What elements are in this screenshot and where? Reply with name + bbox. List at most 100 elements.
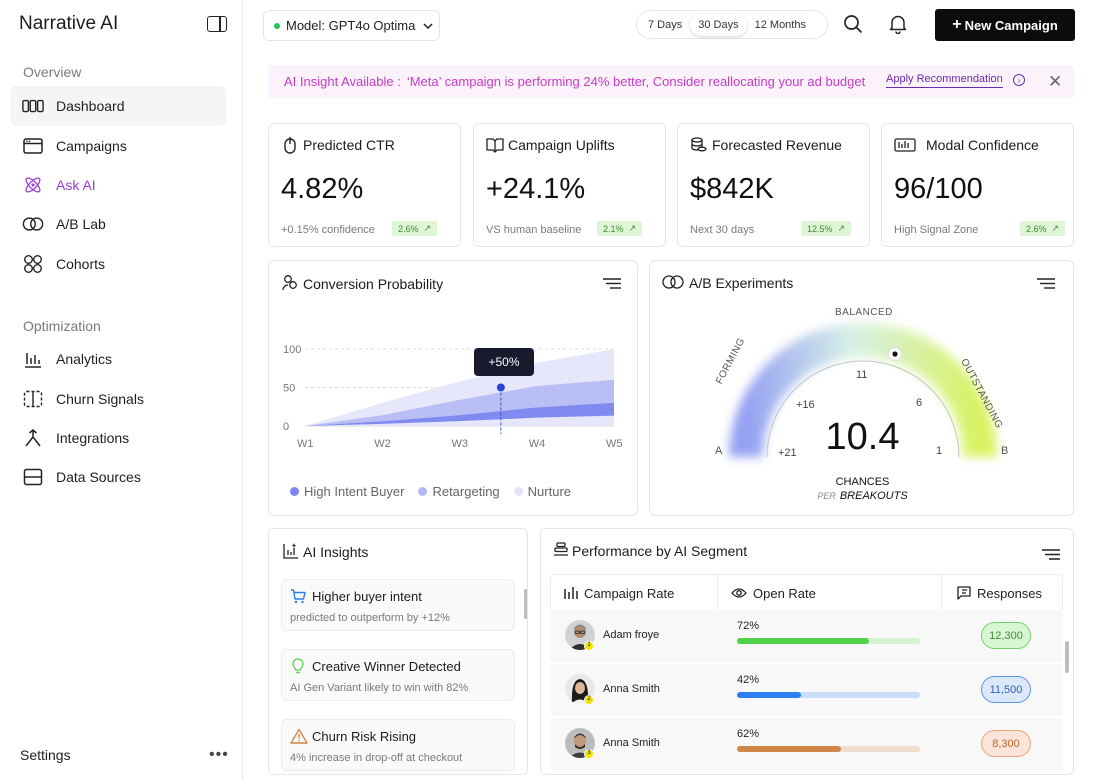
sidebar-item-label: Analytics xyxy=(56,351,113,367)
card-title: Performance by AI Segment xyxy=(572,543,748,559)
insights-scrollbar[interactable] xyxy=(524,589,527,619)
y-tick-label: 100 xyxy=(283,344,301,356)
close-icon[interactable]: ✕ xyxy=(1048,72,1063,91)
insight-title: Churn Risk Rising xyxy=(312,729,417,744)
kpi-change-badge: 2.1% ↗ xyxy=(597,221,643,236)
gauge-tick: +21 xyxy=(778,447,797,459)
y-tick-label: 0 xyxy=(283,421,289,433)
progress-fill xyxy=(737,638,869,644)
chart-legend: High Intent Buyer Retargeting Nurture xyxy=(290,484,571,499)
kpi-title: Forecasted Revenue xyxy=(712,137,842,153)
section-optimization: Optimization xyxy=(23,318,101,334)
people-icon xyxy=(282,275,297,291)
search-icon[interactable] xyxy=(843,14,863,34)
data-sources-icon xyxy=(22,466,44,488)
new-campaign-label: New Campaign xyxy=(964,17,1058,33)
kpi-card-forecasted-revenue: Forecasted Revenue $842K Next 30 days 12… xyxy=(677,123,870,247)
conversion-probability-card: Conversion Probability 0 50 100 W1 W2 W3 W4 W5 … xyxy=(268,260,638,516)
legend-item[interactable]: Nurture xyxy=(513,484,572,499)
sparkle-chart-icon xyxy=(283,543,298,559)
gauge-end-a: A xyxy=(715,445,723,457)
brand-name: Narrative AI xyxy=(19,13,119,34)
kpi-card-campaign-uplifts: Campaign Uplifts +24.1% VS human baselin… xyxy=(473,123,666,247)
table-scrollbar[interactable] xyxy=(1065,641,1069,673)
sidebar-item-label: Ask AI xyxy=(56,177,96,193)
column-header-label: Campaign Rate xyxy=(584,585,675,601)
table-row[interactable]: 3 Anna Smith 62% 8,300 xyxy=(550,718,1063,770)
range-7-days[interactable]: 7 Days xyxy=(648,18,683,31)
conversion-chart: 0 50 100 W1 W2 W3 W4 W5 xyxy=(283,344,623,450)
insight-item[interactable]: Creative Winner Detected AI Gen Variant … xyxy=(281,649,515,701)
insight-title: Higher buyer intent xyxy=(312,589,422,604)
column-header-responses[interactable]: Responses xyxy=(955,574,1042,612)
legend-swatch xyxy=(513,487,523,496)
legend-label: Nurture xyxy=(527,484,572,499)
series-area-high-intent-buyer[interactable] xyxy=(305,402,614,426)
arrow-right-icon[interactable]: › xyxy=(1013,74,1025,86)
rank-badge: 1 xyxy=(584,641,594,651)
insight-item[interactable]: Higher buyer intent predicted to outperf… xyxy=(281,579,515,631)
kpi-change-badge: 2.6% ↗ xyxy=(392,221,438,236)
sidebar-item-cohorts[interactable]: Cohorts xyxy=(10,244,226,284)
column-divider xyxy=(717,574,718,612)
insight-item[interactable]: Churn Risk Rising 4% increase in drop-of… xyxy=(281,719,515,771)
range-30-days[interactable]: 30 Days xyxy=(690,13,747,36)
kpi-value: 4.82% xyxy=(281,173,364,205)
gauge-inner-arc xyxy=(766,360,960,458)
banner-prefix: AI Insight Available : xyxy=(284,74,401,89)
sidebar-item-label: Cohorts xyxy=(56,256,106,272)
responses-pill: 8,300 xyxy=(981,730,1031,757)
gauge-label-breakouts: PER BREAKOUTS xyxy=(650,490,1075,502)
person-name: Adam froye xyxy=(603,629,660,641)
kpi-title: Campaign Uplifts xyxy=(508,137,615,153)
more-options-icon[interactable]: ••• xyxy=(209,746,229,763)
sidebar-item-campaigns[interactable]: Campaigns xyxy=(10,126,226,166)
sidebar-item-churn-signals[interactable]: Churn Signals xyxy=(10,379,226,419)
bell-icon[interactable] xyxy=(888,14,908,34)
table-row[interactable]: 1 Adam froye 72% 12,300 xyxy=(550,610,1063,662)
kpi-note: High Signal Zone xyxy=(894,224,979,236)
gauge-tick: 11 xyxy=(856,369,868,381)
model-select[interactable]: Model: GPT4o Optima xyxy=(263,10,440,41)
sidebar-item-ab-lab[interactable]: A/B Lab xyxy=(10,204,226,244)
arc-label-balanced: BALANCED xyxy=(835,307,893,318)
progress-track xyxy=(737,638,920,644)
annotation-point[interactable] xyxy=(496,383,505,392)
column-header-open-rate[interactable]: Open Rate xyxy=(731,574,816,612)
sidebar-item-dashboard[interactable]: Dashboard xyxy=(10,86,226,126)
sidebar-item-label: Campaigns xyxy=(56,138,127,154)
menu-icon[interactable] xyxy=(1042,549,1060,560)
sidebar-item-label: Churn Signals xyxy=(56,391,144,407)
sidebar-item-ask-ai[interactable]: Ask AI xyxy=(10,165,226,205)
gauge-end-b: B xyxy=(1001,445,1009,457)
sidebar-item-analytics[interactable]: Analytics xyxy=(10,339,226,379)
mouse-icon xyxy=(284,137,296,154)
banner-message: ‘Meta’ campaign is performing 24% better… xyxy=(406,74,866,89)
column-divider xyxy=(941,574,942,612)
performance-card: Performance by AI Segment Campaign Rate … xyxy=(540,528,1074,775)
column-header-campaign-rate[interactable]: Campaign Rate xyxy=(563,574,674,612)
kpi-badge-value: 2.6% xyxy=(1026,223,1047,234)
sidebar-item-data-sources[interactable]: Data Sources xyxy=(10,457,226,497)
coins-icon xyxy=(691,137,707,152)
gauge-tick: 1 xyxy=(936,445,943,457)
menu-icon[interactable] xyxy=(1037,278,1055,289)
person-name: Anna Smith xyxy=(603,683,660,695)
insight-subtitle: predicted to outperform by +12% xyxy=(290,612,450,624)
plus-icon: + xyxy=(952,16,962,33)
series-area-retargeting[interactable] xyxy=(305,379,614,426)
table-row[interactable]: 2 Anna Smith 42% 11,500 xyxy=(550,664,1063,716)
new-campaign-button[interactable]: + New Campaign xyxy=(935,9,1075,41)
sidebar-item-integrations[interactable]: Integrations xyxy=(10,418,226,458)
cart-icon xyxy=(291,589,306,604)
apply-recommendation-link[interactable]: Apply Recommendation xyxy=(886,73,1003,88)
sidebar-toggle-icon[interactable] xyxy=(207,16,227,32)
range-12-months[interactable]: 12 Months xyxy=(754,18,806,31)
kpi-title: Predicted CTR xyxy=(303,137,395,153)
person-name: Anna Smith xyxy=(603,737,660,749)
settings-link[interactable]: Settings xyxy=(20,747,71,763)
analytics-icon xyxy=(22,348,44,370)
menu-icon[interactable] xyxy=(603,278,621,289)
legend-item[interactable]: Retargeting xyxy=(418,484,500,499)
legend-item[interactable]: High Intent Buyer xyxy=(290,484,404,499)
